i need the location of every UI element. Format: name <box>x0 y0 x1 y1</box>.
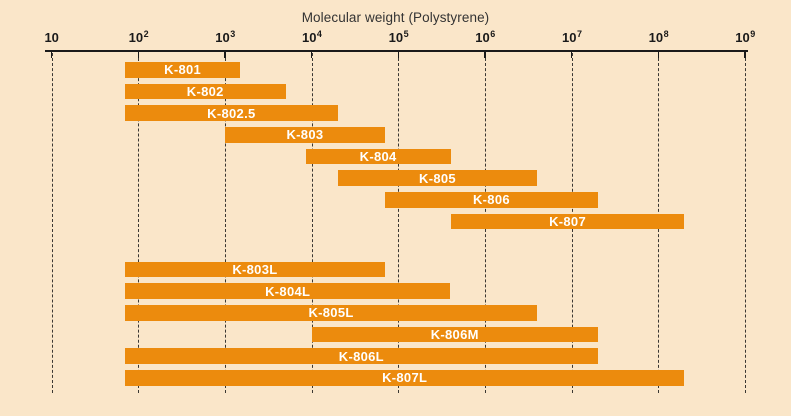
range-bar-k-802: K-802 <box>124 83 286 100</box>
x-tick-label: 105 <box>388 29 409 45</box>
gridline <box>51 53 53 393</box>
gridline <box>311 53 313 393</box>
range-bar-k-804l: K-804L <box>124 283 451 299</box>
bar-label: K-805L <box>308 305 354 321</box>
bar-label: K-807 <box>549 213 586 229</box>
gridline <box>745 53 747 393</box>
bar-label: K-801 <box>164 62 202 78</box>
range-bar-k-806m: K-806M <box>311 326 598 343</box>
bar-label: K-803L <box>232 261 278 277</box>
x-tick-label: 104 <box>301 29 322 45</box>
bar-label: K-805 <box>419 170 456 186</box>
range-bar-k-803: K-803 <box>225 127 385 143</box>
range-bar-k-802.5: K-802.5 <box>124 105 338 121</box>
range-bar-k-804: K-804 <box>305 148 451 165</box>
bar-label: K-804L <box>265 283 311 299</box>
bar-label: K-806 <box>472 192 510 208</box>
range-bar-k-806l: K-806L <box>124 348 598 364</box>
x-tick-label: 10 <box>44 30 59 45</box>
range-bar-k-801: K-801 <box>124 62 241 78</box>
gridline <box>225 53 227 393</box>
x-tick-label: 103 <box>215 29 236 45</box>
bar-label: K-804 <box>359 148 397 164</box>
range-bar-k-807: K-807 <box>450 213 685 230</box>
bar-label: K-802.5 <box>207 105 256 121</box>
x-tick-label: 102 <box>128 29 149 45</box>
gridline <box>138 53 140 393</box>
bar-label: K-802 <box>186 83 224 99</box>
gridline <box>398 53 400 393</box>
chart-title: Molecular weight (Polystyrene) <box>301 10 490 25</box>
bar-label: K-806M <box>430 326 479 342</box>
bar-label: K-803 <box>286 127 324 143</box>
range-bar-k-805: K-805 <box>337 170 538 186</box>
x-axis-line <box>45 50 748 52</box>
range-bar-k-805l: K-805L <box>124 305 538 321</box>
x-tick-label: 106 <box>475 29 496 45</box>
x-tick-label: 107 <box>561 29 582 45</box>
range-bar-k-807l: K-807L <box>124 370 685 386</box>
range-bar-k-806: K-806 <box>385 192 598 208</box>
range-bar-k-803l: K-803L <box>124 261 385 278</box>
x-tick-label: 108 <box>648 29 669 45</box>
bar-label: K-807L <box>382 370 428 386</box>
bar-label: K-806L <box>338 348 384 364</box>
x-tick-label: 109 <box>735 29 756 45</box>
